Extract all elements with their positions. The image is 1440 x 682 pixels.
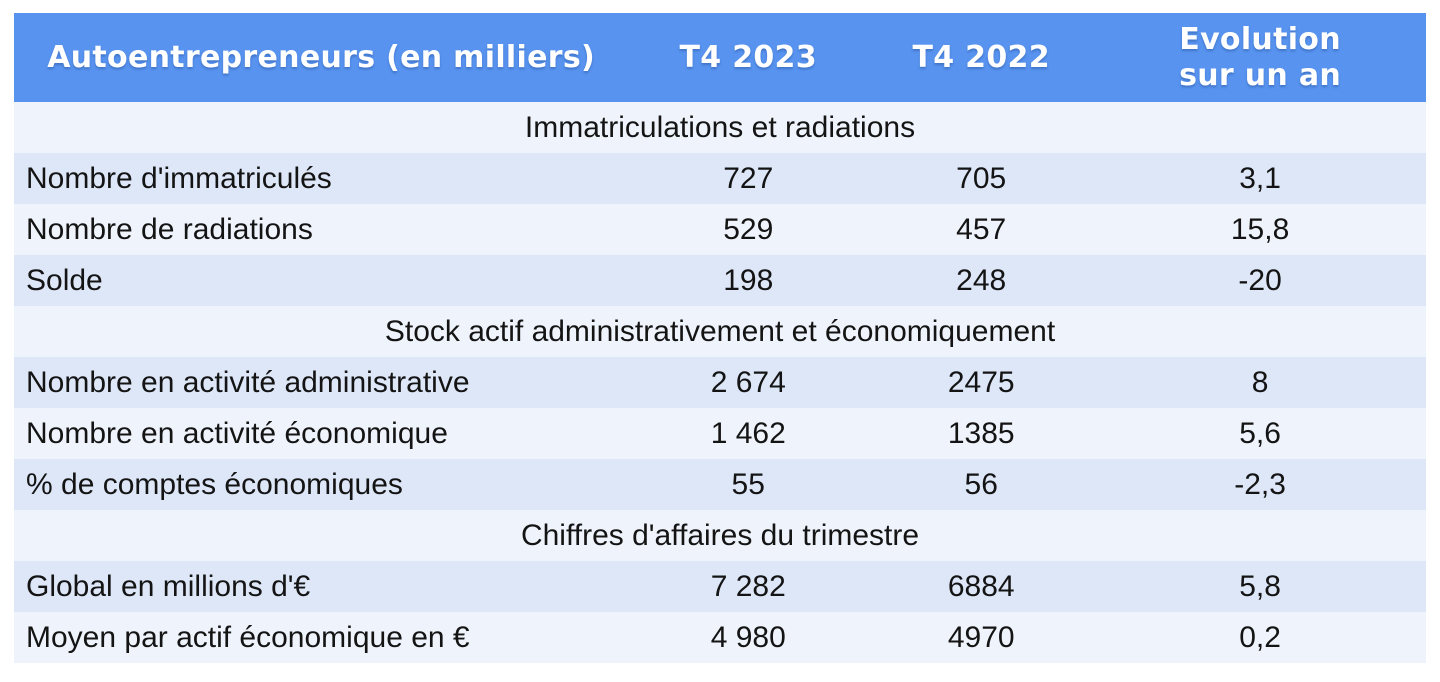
row-label-cell: Moyen par actif économique en € — [14, 612, 629, 663]
table-row: Nombre d'immatriculés 727 705 3,1 — [14, 153, 1426, 204]
autoentrepreneurs-table: Autoentrepreneurs (en milliers) T4 2023 … — [14, 13, 1426, 663]
header-row: Autoentrepreneurs (en milliers) T4 2023 … — [14, 13, 1426, 102]
row-label-cell: % de comptes économiques — [14, 459, 629, 510]
table-row: Nombre en activité administrative 2 674 … — [14, 357, 1426, 408]
section-header-row: Stock actif administrativement et économ… — [14, 306, 1426, 357]
value-cell-evolution: -20 — [1094, 255, 1426, 306]
value-cell-t4-2022: 4970 — [868, 612, 1095, 663]
value-cell-evolution: 5,8 — [1094, 561, 1426, 612]
value-cell-t4-2022: 248 — [868, 255, 1095, 306]
value-cell-t4-2023: 727 — [628, 153, 869, 204]
value-cell-evolution: 3,1 — [1094, 153, 1426, 204]
header-cell-evolution: Evolution sur un an — [1094, 13, 1426, 102]
header-cell-label: Autoentrepreneurs (en milliers) — [14, 13, 629, 102]
value-cell-t4-2023: 7 282 — [628, 561, 869, 612]
value-cell-t4-2022: 457 — [868, 204, 1095, 255]
header-cell-t4-2023: T4 2023 — [628, 13, 869, 102]
table-header: Autoentrepreneurs (en milliers) T4 2023 … — [14, 13, 1426, 102]
section-title: Stock actif administrativement et économ… — [14, 306, 1426, 357]
value-cell-t4-2022: 705 — [868, 153, 1095, 204]
value-cell-t4-2023: 55 — [628, 459, 869, 510]
row-label-cell: Nombre en activité économique — [14, 408, 629, 459]
value-cell-evolution: 0,2 — [1094, 612, 1426, 663]
table-row: Nombre en activité économique 1 462 1385… — [14, 408, 1426, 459]
value-cell-t4-2023: 1 462 — [628, 408, 869, 459]
row-label-cell: Global en millions d'€ — [14, 561, 629, 612]
table-row: Nombre de radiations 529 457 15,8 — [14, 204, 1426, 255]
header-evolution-line1: Evolution — [1179, 22, 1341, 58]
section-title: Immatriculations et radiations — [14, 102, 1426, 153]
header-evolution-line2: sur un an — [1179, 57, 1342, 93]
table-row: Solde 198 248 -20 — [14, 255, 1426, 306]
table-body: Immatriculations et radiations Nombre d'… — [14, 102, 1426, 663]
value-cell-t4-2023: 2 674 — [628, 357, 869, 408]
value-cell-evolution: 5,6 — [1094, 408, 1426, 459]
row-label-cell: Nombre en activité administrative — [14, 357, 629, 408]
value-cell-evolution: 8 — [1094, 357, 1426, 408]
value-cell-t4-2022: 6884 — [868, 561, 1095, 612]
value-cell-t4-2023: 4 980 — [628, 612, 869, 663]
value-cell-t4-2022: 1385 — [868, 408, 1095, 459]
row-label-cell: Nombre de radiations — [14, 204, 629, 255]
table-row: Global en millions d'€ 7 282 6884 5,8 — [14, 561, 1426, 612]
value-cell-evolution: -2,3 — [1094, 459, 1426, 510]
table-row: Moyen par actif économique en € 4 980 49… — [14, 612, 1426, 663]
value-cell-t4-2023: 198 — [628, 255, 869, 306]
value-cell-t4-2022: 2475 — [868, 357, 1095, 408]
value-cell-evolution: 15,8 — [1094, 204, 1426, 255]
section-header-row: Chiffres d'affaires du trimestre — [14, 510, 1426, 561]
row-label-cell: Solde — [14, 255, 629, 306]
value-cell-t4-2023: 529 — [628, 204, 869, 255]
table-row: % de comptes économiques 55 56 -2,3 — [14, 459, 1426, 510]
section-title: Chiffres d'affaires du trimestre — [14, 510, 1426, 561]
row-label-cell: Nombre d'immatriculés — [14, 153, 629, 204]
section-header-row: Immatriculations et radiations — [14, 102, 1426, 153]
header-cell-t4-2022: T4 2022 — [868, 13, 1095, 102]
value-cell-t4-2022: 56 — [868, 459, 1095, 510]
